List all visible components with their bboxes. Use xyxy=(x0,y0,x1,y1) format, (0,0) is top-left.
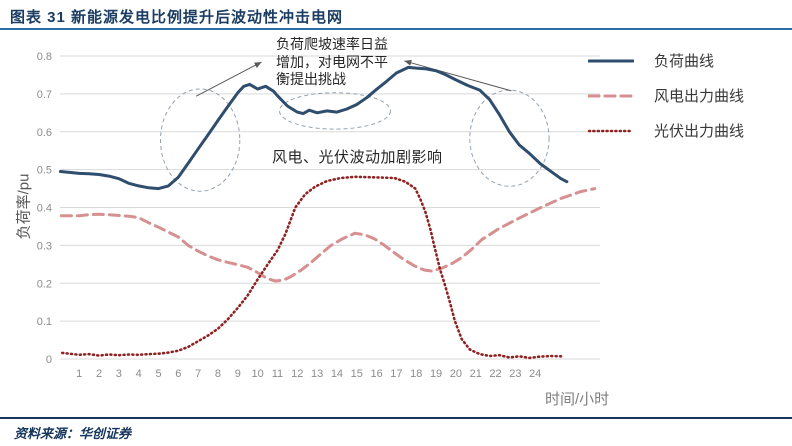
svg-text:1: 1 xyxy=(76,368,82,380)
svg-text:0.2: 0.2 xyxy=(37,278,52,290)
svg-text:0: 0 xyxy=(46,354,52,366)
legend-label-wind: 风电出力曲线 xyxy=(654,88,745,105)
pv-line-sample-icon xyxy=(588,129,634,132)
svg-text:24: 24 xyxy=(529,368,541,380)
svg-text:4: 4 xyxy=(136,368,142,380)
svg-text:10: 10 xyxy=(252,368,264,380)
annotation-load-ramp: 负荷爬坡速率日益 增加，对电网不平 衡提出挑战 xyxy=(276,36,388,87)
svg-text:0.4: 0.4 xyxy=(37,203,52,215)
svg-text:18: 18 xyxy=(410,368,422,380)
title-divider xyxy=(0,28,792,30)
svg-text:0.6: 0.6 xyxy=(37,127,52,139)
svg-text:12: 12 xyxy=(291,368,303,380)
figure-title: 图表 31 新能源发电比例提升后波动性冲击电网 xyxy=(10,9,344,26)
legend-item-load: 负荷曲线 xyxy=(588,50,744,71)
svg-text:0.8: 0.8 xyxy=(37,51,52,63)
source-note: 资料来源：华创证券 xyxy=(14,426,132,441)
svg-text:5: 5 xyxy=(155,368,161,380)
load-line-sample-icon xyxy=(588,59,634,62)
svg-text:22: 22 xyxy=(489,368,501,380)
legend-label-pv: 光伏出力曲线 xyxy=(654,123,745,140)
svg-text:23: 23 xyxy=(509,368,521,380)
svg-text:0.3: 0.3 xyxy=(37,240,52,252)
svg-text:15: 15 xyxy=(351,368,363,380)
svg-text:0.1: 0.1 xyxy=(37,316,52,328)
svg-text:6: 6 xyxy=(175,368,181,380)
svg-text:3: 3 xyxy=(116,368,122,380)
svg-text:11: 11 xyxy=(272,368,283,380)
annotation-fluctuation: 风电、光伏波动加剧影响 xyxy=(272,149,443,166)
svg-text:16: 16 xyxy=(370,368,382,380)
x-axis-title: 时间/小时 xyxy=(545,391,610,408)
svg-text:14: 14 xyxy=(331,368,343,380)
legend-item-pv: 光伏出力曲线 xyxy=(588,120,744,141)
svg-text:8: 8 xyxy=(215,368,221,380)
y-axis-title: 负荷率/pu xyxy=(15,173,33,240)
svg-text:0.5: 0.5 xyxy=(37,165,52,177)
svg-text:9: 9 xyxy=(235,368,241,380)
svg-text:17: 17 xyxy=(390,368,402,380)
bottom-divider xyxy=(0,417,792,419)
svg-text:13: 13 xyxy=(311,368,323,380)
legend-item-wind: 风电出力曲线 xyxy=(588,85,744,106)
svg-text:7: 7 xyxy=(195,368,201,380)
svg-text:20: 20 xyxy=(450,368,462,380)
svg-text:2: 2 xyxy=(96,368,102,380)
svg-text:0.7: 0.7 xyxy=(37,89,52,101)
svg-text:21: 21 xyxy=(470,368,482,380)
wind-line-sample-icon xyxy=(588,94,634,97)
svg-text:19: 19 xyxy=(430,368,442,380)
legend-label-load: 负荷曲线 xyxy=(654,53,715,70)
legend: 负荷曲线 风电出力曲线 光伏出力曲线 xyxy=(588,50,744,155)
